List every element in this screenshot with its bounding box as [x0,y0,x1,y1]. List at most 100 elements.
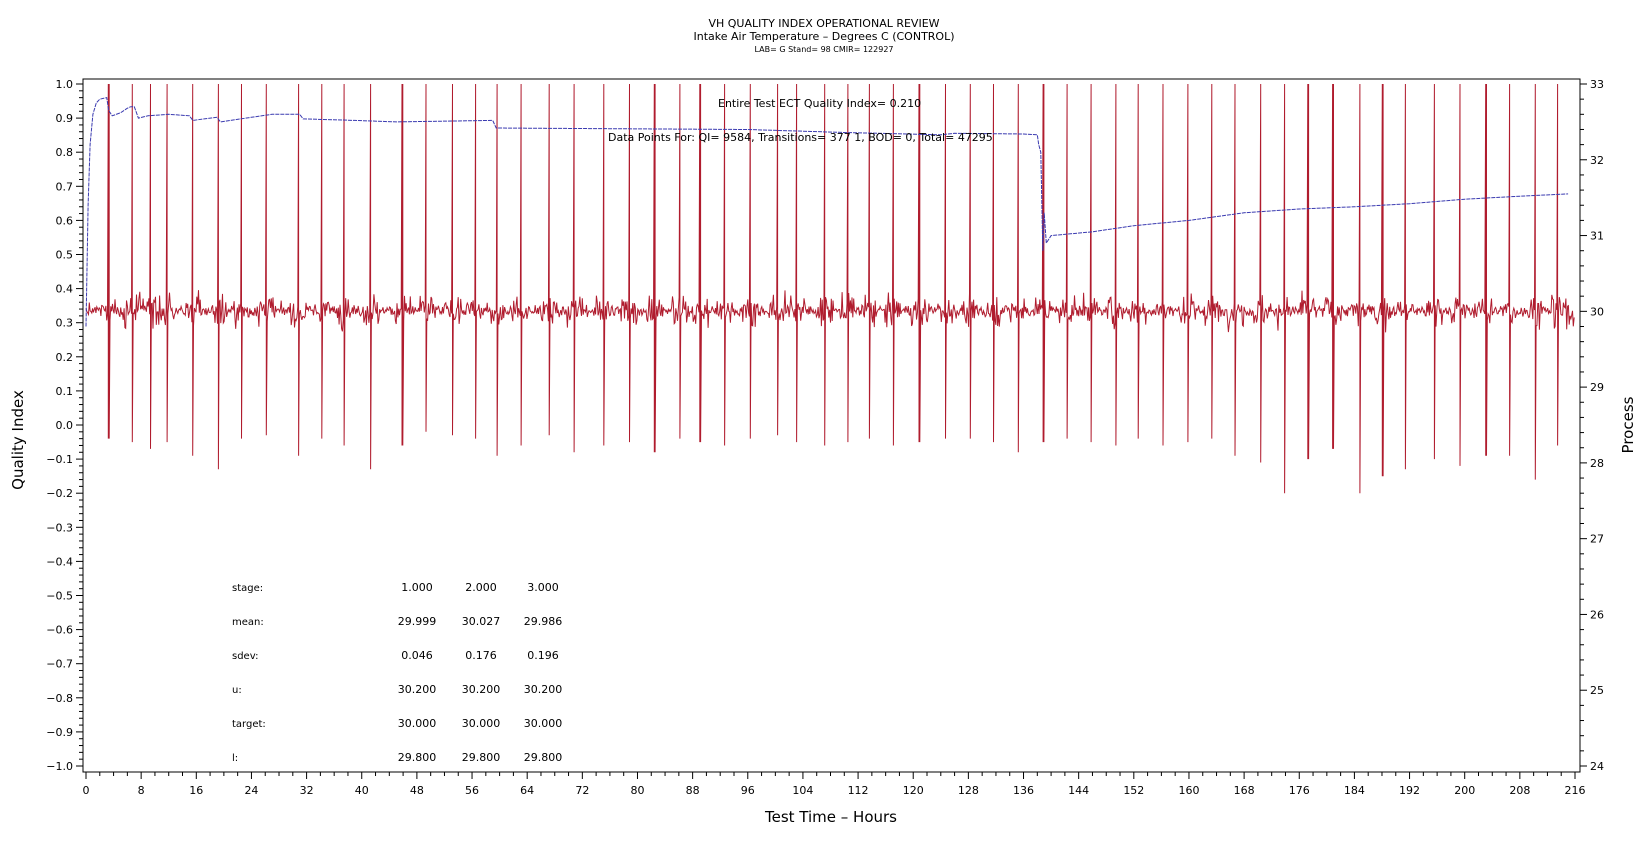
data-points-annotation: Data Points For: QI= 9584, Transitions= … [608,131,993,144]
y-axis-label: Quality Index [9,390,27,490]
y-tick-label: −0.5 [46,590,73,603]
y2-tick-label: 30 [1590,305,1604,318]
stats-table: stage: 1.000 2.000 3.000 mean: 29.999 30.027 29… [232,581,562,764]
y-tick-label: 0.4 [56,283,74,296]
process-series [85,96,1569,327]
x-tick-label: 16 [189,784,203,797]
chart-title: VH QUALITY INDEX OPERATIONAL REVIEW [708,17,939,30]
y2-tick-label: 26 [1590,608,1604,621]
plot-frame [82,78,1581,773]
stats-row-label: target: [232,719,266,730]
y2-tick-label: 32 [1590,154,1604,167]
x-tick-label: 176 [1289,784,1310,797]
stats-row-label: mean: [232,617,264,628]
x-tick-label: 160 [1178,784,1199,797]
y2-tick-label: 28 [1590,457,1604,470]
stats-cell: 3.000 [527,581,559,594]
x-axis: 0 8 16 24 32 40 48 56 64 72 80 88 96 104 112 120 128 136 1… [83,772,1586,797]
y-tick-label: −0.4 [46,555,73,568]
x-tick-label: 208 [1509,784,1530,797]
y-tick-label: −0.3 [46,521,73,534]
y-tick-label: −0.8 [46,692,73,705]
x-tick-label: 152 [1123,784,1144,797]
x-tick-label: 128 [958,784,979,797]
x-tick-label: 104 [792,784,813,797]
x-tick-label: 136 [1013,784,1034,797]
y-axis-left: 1.0 0.9 0.8 0.7 0.6 0.5 0.4 0.3 0.2 0.1 0.0 −0.1 −0.… [46,78,83,773]
x-tick-label: 24 [244,784,258,797]
stats-cell: 29.800 [398,751,437,764]
y-tick-label: −1.0 [46,760,73,773]
y-tick-label: 0.1 [56,385,74,398]
stats-cell: 30.000 [398,717,437,730]
y-tick-label: 0.7 [56,180,74,193]
x-tick-label: 72 [575,784,589,797]
x-axis-label: Test Time – Hours [764,808,897,826]
y-tick-label: 0.3 [56,317,74,330]
y-tick-label: −0.6 [46,624,73,637]
stats-cell: 29.800 [524,751,563,764]
quality-index-annotation: Entire Test ECT Quality Index= 0.210 [718,97,921,110]
x-tick-label: 48 [410,784,424,797]
stats-cell: 30.000 [462,717,501,730]
stats-cell: 30.000 [524,717,563,730]
y2-axis-label: Process [1619,396,1637,453]
stats-cell: 30.027 [462,615,501,628]
x-tick-label: 216 [1565,784,1586,797]
y-tick-label: 0.0 [56,419,74,432]
x-tick-label: 56 [465,784,479,797]
y-tick-label: −0.1 [46,453,73,466]
y2-tick-label: 27 [1590,533,1604,546]
x-tick-label: 144 [1068,784,1089,797]
stats-row-label: u: [232,685,242,696]
x-tick-label: 168 [1234,784,1255,797]
y2-tick-label: 33 [1590,78,1604,91]
y-tick-label: 0.9 [56,112,74,125]
y-tick-label: −0.9 [46,726,73,739]
x-tick-label: 112 [848,784,869,797]
stats-cell: 30.200 [524,683,563,696]
y2-tick-label: 31 [1590,230,1604,243]
stats-cell: 0.046 [401,649,433,662]
quality-index-series [85,83,1575,494]
y-tick-label: −0.2 [46,487,73,500]
y2-tick-label: 24 [1590,760,1604,773]
y-tick-label: 0.8 [56,146,74,159]
x-tick-label: 120 [903,784,924,797]
y2-tick-label: 29 [1590,381,1604,394]
stats-cell: 0.196 [527,649,559,662]
y-tick-label: 0.6 [56,214,74,227]
chart-subtitle: Intake Air Temperature – Degrees C (CONT… [693,30,954,43]
y-tick-label: 0.2 [56,351,74,364]
stats-cell: 30.200 [462,683,501,696]
x-tick-label: 200 [1454,784,1475,797]
stats-cell: 0.176 [465,649,497,662]
stats-cell: 2.000 [465,581,497,594]
x-tick-label: 184 [1344,784,1365,797]
stats-cell: 30.200 [398,683,437,696]
y-tick-label: 0.5 [56,249,74,262]
y-axis-right: 33 32 31 30 29 28 27 26 25 24 [1580,78,1604,773]
y-tick-label: −0.7 [46,658,73,671]
stats-cell: 1.000 [401,581,433,594]
stats-cell: 29.986 [524,615,563,628]
y-tick-label: 1.0 [56,78,74,91]
x-tick-label: 64 [520,784,534,797]
stats-cell: 29.800 [462,751,501,764]
x-tick-label: 88 [686,784,700,797]
x-tick-label: 80 [630,784,644,797]
x-tick-label: 0 [83,784,90,797]
stats-row-label: stage: [232,583,263,594]
chart-info-line: LAB= G Stand= 98 CMIR= 122927 [754,45,893,54]
x-tick-label: 192 [1399,784,1420,797]
stats-cell: 29.999 [398,615,437,628]
stats-row-label: sdev: [232,651,258,662]
x-tick-label: 96 [741,784,755,797]
y2-tick-label: 25 [1590,684,1604,697]
stats-row-label: l: [232,753,238,764]
series-group [85,83,1575,494]
x-tick-label: 8 [138,784,145,797]
x-tick-label: 40 [355,784,369,797]
x-tick-label: 32 [300,784,314,797]
